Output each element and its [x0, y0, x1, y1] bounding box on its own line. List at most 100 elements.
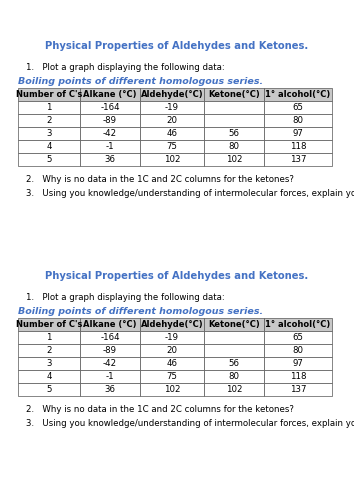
Bar	[140, 331, 204, 344]
Text: 97: 97	[292, 129, 303, 138]
Bar	[18, 344, 80, 357]
Text: 1° alcohol(°C): 1° alcohol(°C)	[266, 320, 331, 329]
Text: Physical Properties of Aldehydes and Ketones.: Physical Properties of Aldehydes and Ket…	[45, 271, 309, 281]
Bar	[18, 101, 80, 114]
Text: 118: 118	[290, 142, 306, 151]
Text: 75: 75	[166, 142, 177, 151]
Text: -1: -1	[106, 142, 114, 151]
Bar	[80, 114, 140, 127]
Bar	[80, 140, 140, 153]
Bar	[80, 153, 140, 166]
Bar	[18, 370, 80, 383]
Bar	[18, 357, 80, 370]
Text: 3: 3	[46, 129, 52, 138]
Text: Physical Properties of Aldehydes and Ketones.: Physical Properties of Aldehydes and Ket…	[45, 41, 309, 51]
Bar	[264, 88, 332, 101]
Text: Number of C's: Number of C's	[16, 320, 82, 329]
Bar	[204, 370, 264, 383]
Text: -164: -164	[100, 103, 120, 112]
Bar	[140, 140, 204, 153]
Bar	[140, 318, 204, 331]
Text: 36: 36	[104, 385, 115, 394]
Text: 5: 5	[46, 385, 52, 394]
Bar	[204, 88, 264, 101]
Text: 118: 118	[290, 372, 306, 381]
Bar	[140, 101, 204, 114]
Text: 75: 75	[166, 372, 177, 381]
Text: 20: 20	[166, 116, 177, 125]
Bar	[264, 318, 332, 331]
Text: 1: 1	[46, 103, 52, 112]
Bar	[80, 344, 140, 357]
Text: 5: 5	[46, 155, 52, 164]
Text: Ketone(°C): Ketone(°C)	[208, 90, 260, 99]
Bar	[264, 370, 332, 383]
Text: 65: 65	[292, 103, 303, 112]
Text: 102: 102	[226, 385, 242, 394]
Text: 102: 102	[226, 155, 242, 164]
Text: Number of C's: Number of C's	[16, 90, 82, 99]
Text: 1: 1	[46, 333, 52, 342]
Bar	[140, 370, 204, 383]
Text: -19: -19	[165, 103, 179, 112]
Text: -42: -42	[103, 129, 117, 138]
Text: 97: 97	[292, 359, 303, 368]
Text: 36: 36	[104, 155, 115, 164]
Bar	[18, 331, 80, 344]
Text: -19: -19	[165, 333, 179, 342]
Text: 4: 4	[46, 372, 52, 381]
Text: 80: 80	[292, 346, 303, 355]
Bar	[80, 370, 140, 383]
Text: Boiling points of different homologous series.: Boiling points of different homologous s…	[18, 306, 263, 316]
Text: 4: 4	[46, 142, 52, 151]
Text: 46: 46	[166, 129, 177, 138]
Bar	[140, 383, 204, 396]
Bar	[264, 114, 332, 127]
Text: 1.   Plot a graph displaying the following data:: 1. Plot a graph displaying the following…	[26, 64, 225, 72]
Bar	[204, 127, 264, 140]
Bar	[264, 101, 332, 114]
Bar	[18, 140, 80, 153]
Text: 2.   Why is no data in the 1C and 2C columns for the ketones?: 2. Why is no data in the 1C and 2C colum…	[26, 176, 294, 184]
Text: 1.   Plot a graph displaying the following data:: 1. Plot a graph displaying the following…	[26, 294, 225, 302]
Text: 2: 2	[46, 346, 52, 355]
Bar	[140, 127, 204, 140]
Text: Aldehyde(°C): Aldehyde(°C)	[141, 320, 203, 329]
Text: Boiling points of different homologous series.: Boiling points of different homologous s…	[18, 76, 263, 86]
Bar	[140, 344, 204, 357]
Text: 2.   Why is no data in the 1C and 2C columns for the ketones?: 2. Why is no data in the 1C and 2C colum…	[26, 406, 294, 414]
Bar	[80, 357, 140, 370]
Bar	[204, 318, 264, 331]
Text: 20: 20	[166, 346, 177, 355]
Text: -164: -164	[100, 333, 120, 342]
Bar	[204, 344, 264, 357]
Bar	[18, 383, 80, 396]
Bar	[204, 101, 264, 114]
Text: 137: 137	[290, 155, 306, 164]
Bar	[264, 140, 332, 153]
Bar	[80, 127, 140, 140]
Bar	[80, 383, 140, 396]
Bar	[18, 114, 80, 127]
Bar	[204, 153, 264, 166]
Text: 1° alcohol(°C): 1° alcohol(°C)	[266, 90, 331, 99]
Text: 3.   Using you knowledge/understanding of intermolecular forces, explain your gr: 3. Using you knowledge/understanding of …	[26, 190, 354, 198]
Text: 3.   Using you knowledge/understanding of intermolecular forces, explain your gr: 3. Using you knowledge/understanding of …	[26, 420, 354, 428]
Bar	[18, 88, 80, 101]
Bar	[264, 383, 332, 396]
Bar	[264, 331, 332, 344]
Text: -42: -42	[103, 359, 117, 368]
Text: 80: 80	[228, 142, 240, 151]
Bar	[204, 114, 264, 127]
Text: Alkane (°C): Alkane (°C)	[83, 90, 137, 99]
Text: Ketone(°C): Ketone(°C)	[208, 320, 260, 329]
Text: 102: 102	[164, 385, 180, 394]
Text: Alkane (°C): Alkane (°C)	[83, 320, 137, 329]
Bar	[80, 101, 140, 114]
Bar	[140, 357, 204, 370]
Text: 46: 46	[166, 359, 177, 368]
Bar	[80, 331, 140, 344]
Text: 102: 102	[164, 155, 180, 164]
Text: 137: 137	[290, 385, 306, 394]
Text: -89: -89	[103, 116, 117, 125]
